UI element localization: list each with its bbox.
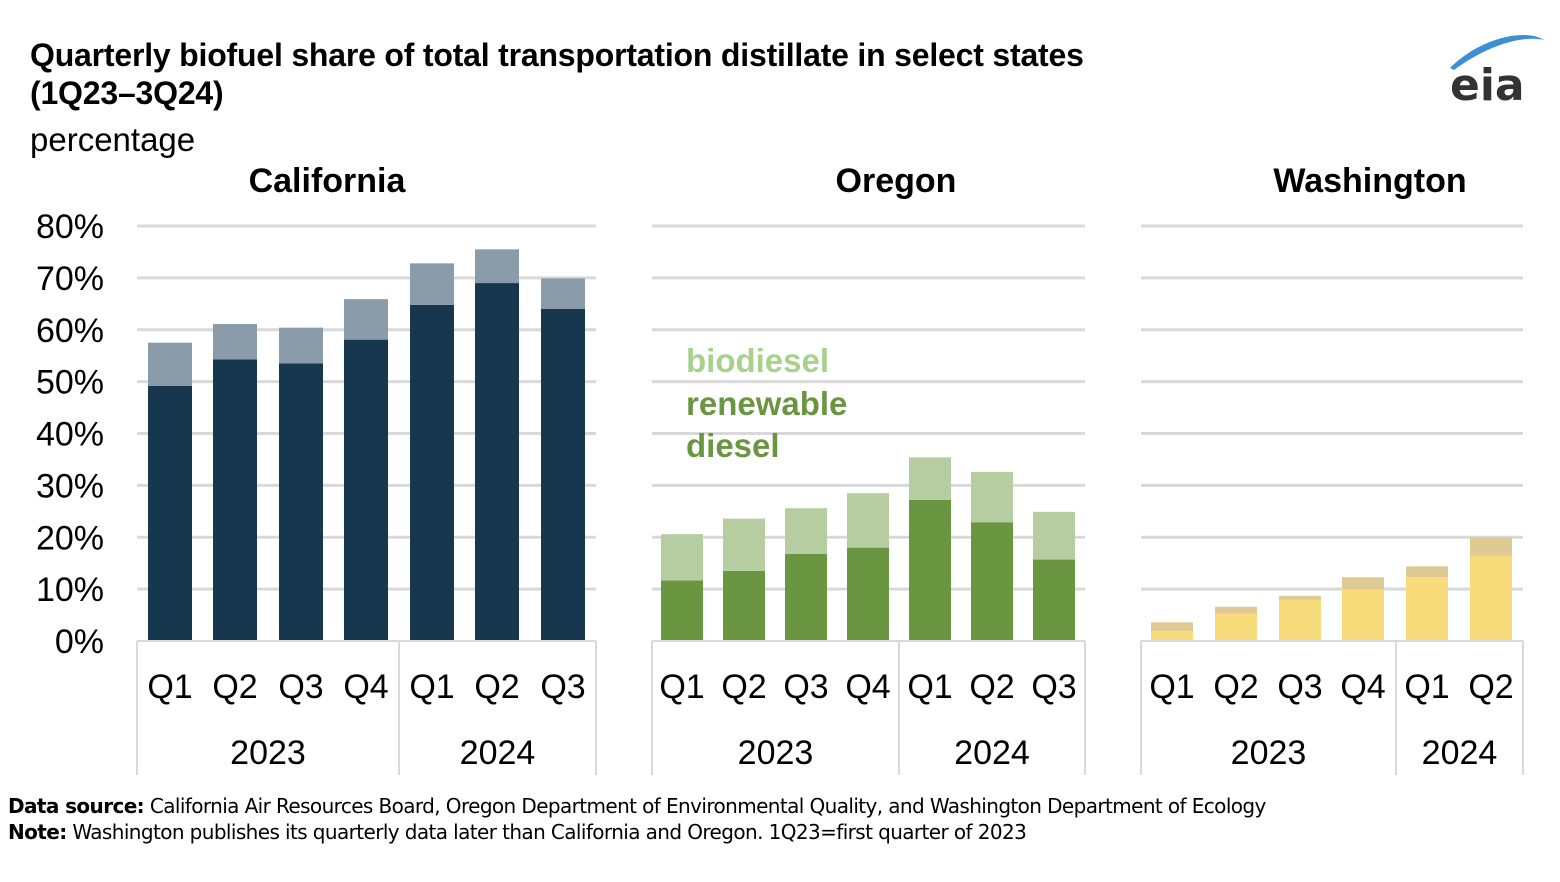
bar-renewable-diesel [410, 304, 454, 641]
x-tick-label: Q1 [1149, 668, 1194, 706]
bar-biodiesel [475, 249, 519, 284]
bar-renewable-diesel [1033, 559, 1075, 641]
x-tick-label: Q1 [1404, 668, 1449, 706]
data-source-text: California Air Resources Board, Oregon D… [149, 794, 1266, 818]
panel-title: Washington [1273, 162, 1466, 200]
x-tick-label: Q2 [1468, 668, 1513, 706]
note-text: Washington publishes its quarterly data … [72, 820, 1027, 844]
bar-renewable-diesel [541, 309, 585, 641]
x-tick-label: Q1 [659, 668, 704, 706]
y-tick-label: 10% [36, 571, 104, 609]
bar-biodiesel [279, 327, 323, 364]
chart-title-line2: (1Q23–3Q24) [30, 75, 224, 111]
x-tick-label: Q3 [783, 668, 828, 706]
eia-logo-swoosh-icon [1450, 35, 1544, 70]
x-tick-label: Q1 [409, 668, 454, 706]
bar-renewable-diesel [785, 553, 827, 641]
chart-title-line1: Quarterly biofuel share of total transpo… [30, 37, 1084, 73]
bar-biodiesel [1151, 622, 1193, 632]
year-label: 2024 [460, 734, 536, 772]
x-tick-label: Q3 [278, 668, 323, 706]
bar-biodiesel [847, 493, 889, 548]
bar-biodiesel [971, 471, 1013, 523]
x-tick-label: Q3 [540, 668, 585, 706]
bar-biodiesel [1342, 577, 1384, 590]
x-tick-label: Q4 [343, 668, 388, 706]
bar-biodiesel [344, 299, 388, 340]
bar-biodiesel [1406, 566, 1448, 578]
bar-biodiesel [909, 457, 951, 500]
bar-biodiesel [213, 324, 257, 360]
x-tick-label: Q3 [1277, 668, 1322, 706]
y-tick-label: 70% [36, 260, 104, 298]
bar-renewable-diesel [1151, 631, 1193, 641]
year-label: 2024 [1422, 734, 1498, 772]
y-tick-label: 40% [36, 416, 104, 454]
x-tick-label: Q3 [1031, 668, 1076, 706]
bar-renewable-diesel [1470, 555, 1512, 641]
x-tick-label: Q2 [721, 668, 766, 706]
bar-renewable-diesel [847, 547, 889, 641]
bar-renewable-diesel [1406, 577, 1448, 641]
bar-renewable-diesel [909, 499, 951, 641]
bar-renewable-diesel [1215, 613, 1257, 641]
data-source-note: Data source: California Air Resources Bo… [8, 793, 1266, 819]
bar-renewable-diesel [148, 385, 192, 641]
x-tick-label: Q2 [474, 668, 519, 706]
note: Note: Washington publishes its quarterly… [8, 819, 1027, 845]
year-label: 2023 [1231, 734, 1307, 772]
eia-logo: eia [1450, 35, 1544, 108]
x-tick-label: Q2 [1213, 668, 1258, 706]
year-label: 2023 [230, 734, 306, 772]
bar-renewable-diesel [971, 522, 1013, 641]
x-tick-label: Q1 [147, 668, 192, 706]
bar-renewable-diesel [279, 363, 323, 641]
y-tick-label: 50% [36, 364, 104, 402]
bar-biodiesel [541, 278, 585, 309]
chart-title: Quarterly biofuel share of total transpo… [30, 36, 1084, 112]
x-tick-label: Q2 [212, 668, 257, 706]
units-label: percentage [30, 121, 196, 158]
bar-renewable-diesel [723, 570, 765, 641]
legend-renewable-diesel-line1: renewable [686, 385, 847, 422]
y-tick-label: 20% [36, 519, 104, 557]
eia-logo-text: eia [1450, 60, 1525, 108]
bar-biodiesel [1279, 595, 1321, 600]
bar-renewable-diesel [213, 359, 257, 641]
bar-biodiesel [410, 263, 454, 305]
bar-biodiesel [661, 534, 703, 581]
bar-biodiesel [785, 508, 827, 554]
x-tick-label: Q1 [907, 668, 952, 706]
x-tick-label: Q4 [845, 668, 890, 706]
panel-title: Oregon [836, 162, 957, 200]
bar-renewable-diesel [344, 339, 388, 641]
bar-renewable-diesel [661, 580, 703, 641]
bar-biodiesel [1033, 511, 1075, 560]
bar-biodiesel [148, 342, 192, 386]
bar-renewable-diesel [1342, 589, 1384, 641]
note-label: Note: [8, 820, 67, 844]
panel-title: California [249, 162, 407, 200]
data-source-label: Data source: [8, 794, 145, 818]
bar-renewable-diesel [475, 283, 519, 641]
y-tick-label: 60% [36, 312, 104, 350]
y-tick-label: 80% [36, 208, 104, 246]
bar-biodiesel [1470, 537, 1512, 556]
legend-renewable-diesel-line2: diesel [686, 427, 780, 464]
y-tick-label: 0% [55, 623, 104, 661]
legend-biodiesel: biodiesel [686, 342, 829, 379]
x-tick-label: Q2 [969, 668, 1014, 706]
bar-biodiesel [723, 518, 765, 571]
bar-renewable-diesel [1279, 599, 1321, 641]
x-tick-label: Q4 [1340, 668, 1385, 706]
year-label: 2024 [954, 734, 1030, 772]
bar-biodiesel [1215, 606, 1257, 614]
year-label: 2023 [738, 734, 814, 772]
y-tick-label: 30% [36, 467, 104, 505]
